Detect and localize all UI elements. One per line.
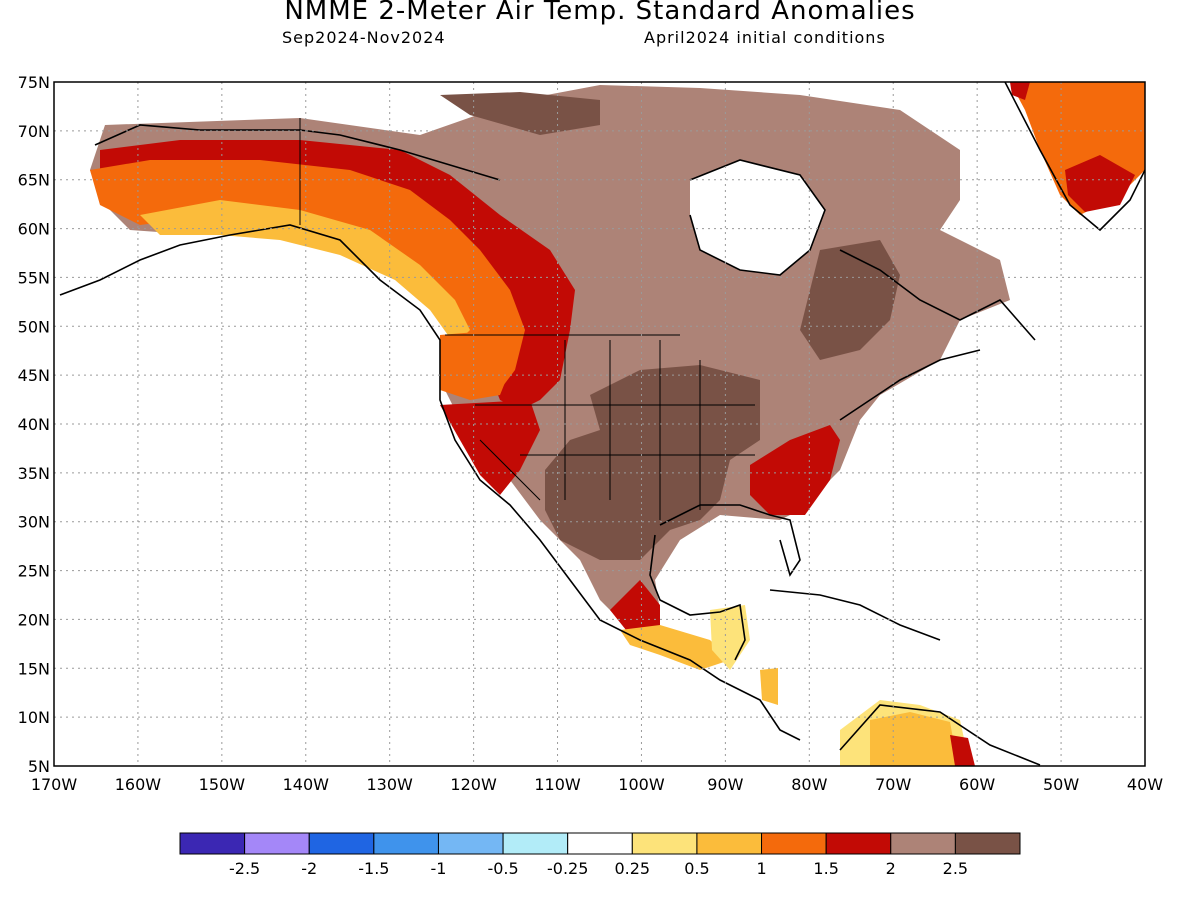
colorbar-label: -2 bbox=[301, 859, 317, 878]
anomaly-region-red bbox=[610, 580, 660, 635]
anomaly-field bbox=[59, 82, 1145, 766]
lon-label: 160W bbox=[115, 775, 162, 794]
lon-label: 100W bbox=[618, 775, 665, 794]
anomaly-region-amber bbox=[760, 668, 778, 705]
colorbar-label: -0.25 bbox=[547, 859, 588, 878]
lat-label: 75N bbox=[18, 73, 50, 92]
anomaly-region-yellow bbox=[710, 605, 750, 670]
colorbar-label: -0.5 bbox=[487, 859, 518, 878]
anomaly-region-red bbox=[950, 735, 975, 766]
colorbar-label: 1.5 bbox=[813, 859, 838, 878]
lon-label: 110W bbox=[534, 775, 581, 794]
lat-label: 35N bbox=[18, 464, 50, 483]
colorbar-label: -2.5 bbox=[229, 859, 260, 878]
graticule bbox=[54, 82, 1145, 766]
anomaly-region-amber bbox=[620, 625, 730, 670]
lon-label: 60W bbox=[959, 775, 995, 794]
lat-label: 20N bbox=[18, 610, 50, 629]
colorbar: -2.5 -2 -1.5 -1 -0.5 -0.25 0.25 0.5 1 1.5 2 2.5 bbox=[179, 832, 1021, 878]
lon-label: 150W bbox=[199, 775, 246, 794]
anomaly-region-dark-brown bbox=[545, 365, 760, 560]
colorbar-swatch bbox=[437, 832, 504, 855]
colorbar-label: 1 bbox=[756, 859, 766, 878]
anomaly-region-amber bbox=[870, 712, 958, 766]
lon-label: 50W bbox=[1043, 775, 1079, 794]
lon-label: 80W bbox=[791, 775, 827, 794]
lat-label: 70N bbox=[18, 122, 50, 141]
lat-label: 25N bbox=[18, 562, 50, 581]
lon-label: 120W bbox=[450, 775, 497, 794]
colorbar-swatch bbox=[567, 832, 633, 855]
map-title: NMME 2-Meter Air Temp. Standard Anomalie… bbox=[284, 0, 916, 26]
colorbar-swatch bbox=[631, 832, 698, 855]
anomaly-region-red bbox=[1010, 82, 1030, 100]
lon-label: 140W bbox=[283, 775, 330, 794]
colorbar-swatch bbox=[696, 832, 763, 855]
anomaly-region-red bbox=[1065, 155, 1135, 212]
anomaly-region-red bbox=[440, 400, 540, 495]
longitude-labels: 170W 160W 150W 140W 130W 120W 110W 100W 90W 80W 70… bbox=[31, 775, 1163, 794]
anomaly-region-dark-brown bbox=[440, 92, 600, 135]
lat-label: 50N bbox=[18, 317, 50, 336]
latitude-labels: 75N 70N 65N 60N 55N 50N 45N 40N 35N 30N 25N 20N 15N 1… bbox=[18, 73, 50, 776]
colorbar-label: 0.5 bbox=[684, 859, 709, 878]
anomaly-region-orange bbox=[440, 330, 510, 400]
colorbar-swatch bbox=[179, 832, 246, 855]
colorbar-label: 0.25 bbox=[614, 859, 650, 878]
colorbar-swatch bbox=[954, 832, 1021, 855]
forecast-period: Sep2024-Nov2024 bbox=[282, 28, 446, 47]
lon-label: 40W bbox=[1127, 775, 1163, 794]
colorbar-label: -1.5 bbox=[358, 859, 389, 878]
lon-label: 70W bbox=[875, 775, 911, 794]
colorbar-swatch bbox=[890, 832, 956, 855]
lat-label: 30N bbox=[18, 513, 50, 532]
anomaly-region-red bbox=[100, 140, 575, 410]
colorbar-swatch bbox=[761, 832, 827, 855]
anomaly-region-dark-brown bbox=[800, 240, 900, 360]
colorbar-swatch bbox=[373, 832, 439, 855]
anomaly-region-red bbox=[750, 425, 840, 515]
colorbar-swatch bbox=[308, 832, 375, 855]
map-frame bbox=[53, 81, 1146, 767]
lat-label: 45N bbox=[18, 366, 50, 385]
lat-label: 10N bbox=[18, 708, 50, 727]
lat-label: 65N bbox=[18, 171, 50, 190]
colorbar-label: 2 bbox=[886, 859, 896, 878]
lat-label: 5N bbox=[28, 757, 50, 776]
colorbar-swatch bbox=[502, 832, 569, 855]
colorbar-label: -1 bbox=[430, 859, 446, 878]
lat-label: 55N bbox=[18, 268, 50, 287]
lat-label: 40N bbox=[18, 415, 50, 434]
anomaly-region-neutral bbox=[690, 160, 825, 275]
lat-label: 15N bbox=[18, 659, 50, 678]
lon-label: 130W bbox=[367, 775, 414, 794]
colorbar-swatch bbox=[825, 832, 892, 855]
colorbar-label: 2.5 bbox=[943, 859, 968, 878]
initial-conditions: April2024 initial conditions bbox=[644, 28, 886, 47]
colorbar-swatch bbox=[244, 832, 310, 855]
lon-label: 170W bbox=[31, 775, 78, 794]
lon-label: 90W bbox=[707, 775, 743, 794]
lat-label: 60N bbox=[18, 220, 50, 239]
